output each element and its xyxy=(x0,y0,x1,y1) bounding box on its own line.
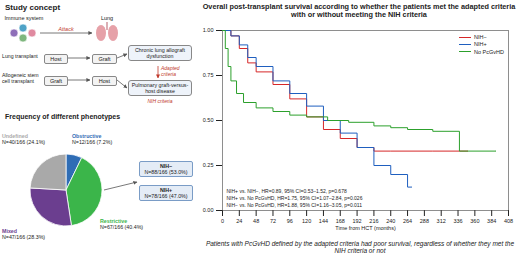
html-text:NIH+: NIH+ xyxy=(474,41,487,48)
html-text:NIH criteria: NIH criteria xyxy=(147,98,173,104)
html-text:N=12/166 (7.2%): N=12/166 (7.2%) xyxy=(72,139,113,146)
html-text:Attack: Attack xyxy=(58,26,74,32)
svg-text:48: 48 xyxy=(253,218,259,224)
html-text:Host: Host xyxy=(98,78,111,84)
svg-text:NIH+ vs. No PcGvHD, HR=1.75, 9: NIH+ vs. No PcGvHD, HR=1.75, 95% CI=1.07… xyxy=(227,195,363,201)
html-text:Pulmonary graft-versus-host di: Pulmonary graft-versus-host disease xyxy=(131,82,189,95)
svg-text:336: 336 xyxy=(453,218,462,224)
svg-text:288: 288 xyxy=(420,218,429,224)
svg-text:408: 408 xyxy=(504,218,513,224)
html-text:Mixed: Mixed xyxy=(2,228,17,234)
svg-text:192: 192 xyxy=(352,218,361,224)
html-text:Chronic lung allograft dysfunc: Chronic lung allograft dysfunction xyxy=(135,47,185,60)
html-text:Graft: Graft xyxy=(49,78,63,84)
html-text:NIH−: NIH− xyxy=(474,34,487,40)
svg-text:384: 384 xyxy=(487,218,496,224)
html-text:Host: Host xyxy=(50,56,62,62)
html-text:NIH−: NIH− xyxy=(159,163,173,169)
html-text:N=78/166 (47.0%): N=78/166 (47.0%) xyxy=(144,193,188,200)
html-text:Allogeneic stem cell transplan: Allogeneic stem cell transplant xyxy=(2,72,39,84)
html-text:N=40/166 (24.1%): N=40/166 (24.1%) xyxy=(2,139,46,146)
svg-text:312: 312 xyxy=(437,218,446,224)
html-text:Graft: Graft xyxy=(98,56,111,62)
svg-text:240: 240 xyxy=(386,218,395,224)
html-text:Frequency of different phenoty: Frequency of different phenotypes xyxy=(5,113,121,120)
svg-text:264: 264 xyxy=(403,218,412,224)
svg-text:0: 0 xyxy=(221,218,224,224)
html-text:Restrictive: Restrictive xyxy=(100,218,128,224)
html-text:N=67/166 (40.4%): N=67/166 (40.4%) xyxy=(100,224,144,231)
html-text:N=47/166 (28.3%): N=47/166 (28.3%) xyxy=(2,234,46,241)
svg-text:168: 168 xyxy=(336,218,345,224)
html-text:Patients with PcGvHD defined b: Patients with PcGvHD defined by the adap… xyxy=(205,240,515,255)
svg-text:0.75: 0.75 xyxy=(203,72,214,78)
html-text:No PcGvHD: No PcGvHD xyxy=(474,48,504,55)
html-text:Immune system: Immune system xyxy=(4,15,44,21)
svg-text:144: 144 xyxy=(319,218,328,224)
html-text:Adapted criteria: Adapted criteria xyxy=(161,65,180,77)
svg-text:120: 120 xyxy=(302,218,311,224)
svg-text:Time from HCT (months): Time from HCT (months) xyxy=(335,225,396,231)
svg-text:0.25: 0.25 xyxy=(203,162,214,168)
svg-text:360: 360 xyxy=(470,218,479,224)
html-text:Lung: Lung xyxy=(100,15,114,21)
html-text:Undefined: Undefined xyxy=(2,133,28,139)
html-text:Study concept: Study concept xyxy=(5,3,61,12)
html-text:Obstructive: Obstructive xyxy=(72,133,102,139)
svg-text:216: 216 xyxy=(369,218,378,224)
svg-text:1.00: 1.00 xyxy=(203,27,214,33)
svg-text:0.00: 0.00 xyxy=(203,207,214,213)
html-text:NIH+: NIH+ xyxy=(159,187,173,193)
svg-text:24: 24 xyxy=(236,218,242,224)
html-text:Lung transplant: Lung transplant xyxy=(2,53,38,59)
svg-text:72: 72 xyxy=(270,218,276,224)
html-text:N=88/166 (53.0%): N=88/166 (53.0%) xyxy=(144,169,188,176)
html-text:Overall post-transplant surviv: Overall post-transplant survival accordi… xyxy=(202,2,516,20)
svg-text:0.50: 0.50 xyxy=(203,117,214,123)
svg-text:96: 96 xyxy=(287,218,293,224)
svg-text:NIH+ vs. NIH−, HR=0.89, 95% CI: NIH+ vs. NIH−, HR=0.89, 95% CI=0.53–1.52… xyxy=(227,188,347,194)
svg-text:NIH− vs. No PcGvHD, HR=1.88, 9: NIH− vs. No PcGvHD, HR=1.88, 95% CI=1.16… xyxy=(227,202,363,208)
